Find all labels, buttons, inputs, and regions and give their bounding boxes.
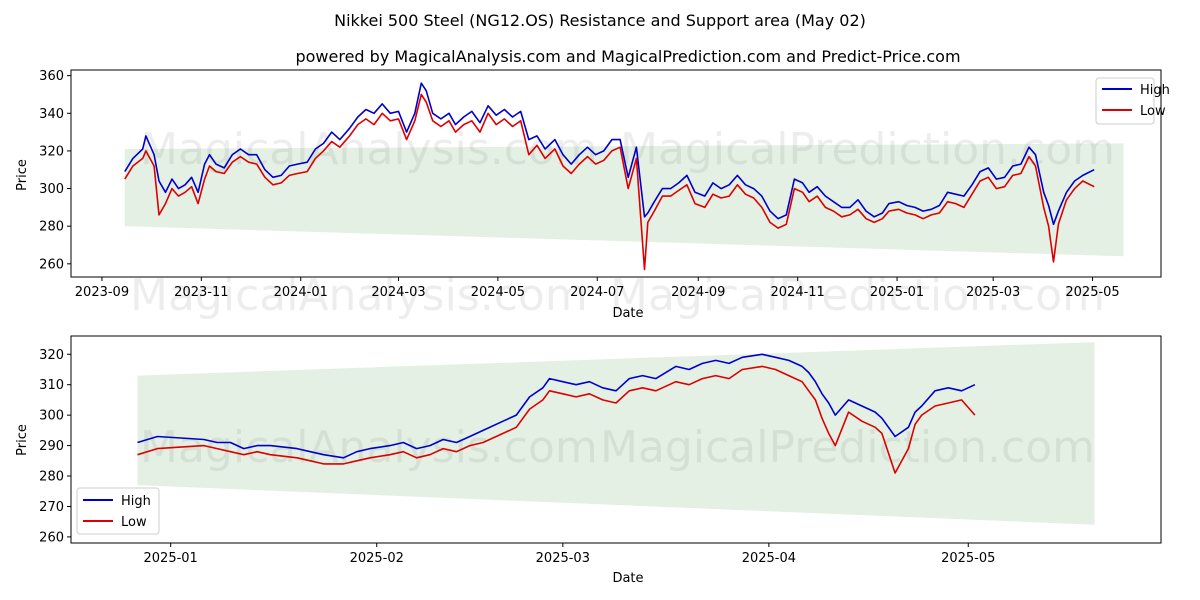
top-series-high-line	[124, 82, 1095, 226]
bottom-x-tick-label: 2025-01	[144, 551, 198, 566]
top-y-tick-label: 360	[39, 69, 64, 84]
top-legend: High Low	[1095, 77, 1170, 125]
bottom-x-tick-label: 2025-03	[536, 551, 590, 566]
top-x-tick-label: 2024-05	[471, 285, 525, 300]
top-y-tick-label: 280	[39, 220, 64, 235]
bottom-y-tick-label: 280	[39, 470, 64, 485]
bottom-y-ticks: 260 270 280 290 300 310 320	[39, 348, 71, 545]
bottom-panel: MagicalAnalysis.com MagicalPrediction.co…	[15, 335, 1162, 586]
bottom-x-axis-label: Date	[612, 571, 643, 586]
top-x-tick-label: 2024-11	[771, 285, 825, 300]
top-y-axis-label: Price	[15, 159, 30, 191]
chart-title: Nikkei 500 Steel (NG12.OS) Resistance an…	[334, 11, 866, 30]
bottom-resistance-support-band	[137, 342, 1095, 525]
top-plot-frame	[70, 69, 1162, 278]
top-x-tick-label: 2025-01	[870, 285, 924, 300]
chart-subtitle: powered by MagicalAnalysis.com and Magic…	[295, 47, 960, 66]
watermark-top-3: MagicalAnalysis.com	[130, 270, 588, 321]
bottom-y-tick-label: 260	[39, 530, 64, 545]
bottom-y-tick-label: 300	[39, 409, 64, 424]
bottom-legend-low-label: Low	[121, 515, 147, 530]
top-series	[124, 82, 1095, 271]
top-y-tick-label: 300	[39, 182, 64, 197]
bottom-y-axis-label: Price	[15, 424, 30, 456]
watermark-top-1: MagicalAnalysis.com	[140, 124, 598, 175]
top-y-tick-label: 340	[39, 107, 64, 122]
bottom-legend-high-label: High	[121, 494, 151, 509]
top-x-tick-label: 2025-03	[966, 285, 1020, 300]
top-x-tick-label: 2024-09	[671, 285, 725, 300]
watermark-bottom-1: MagicalAnalysis.com	[140, 422, 598, 473]
bottom-series-high-line	[137, 353, 976, 459]
top-x-tick-label: 2024-01	[274, 285, 328, 300]
top-x-tick-label: 2023-11	[174, 285, 228, 300]
bottom-y-tick-label: 310	[39, 378, 64, 393]
bottom-y-tick-label: 320	[39, 348, 64, 363]
watermark-bottom-2: MagicalPrediction.com	[600, 422, 1095, 473]
bottom-y-tick-label: 290	[39, 439, 64, 454]
top-panel: MagicalAnalysis.com MagicalPrediction.co…	[15, 69, 1170, 321]
bottom-series	[137, 353, 976, 474]
top-x-tick-label: 2024-07	[570, 285, 624, 300]
bottom-band-area	[137, 342, 1095, 525]
watermark-top-4: MagicalPrediction.com	[610, 270, 1105, 321]
bottom-y-tick-label: 270	[39, 500, 64, 515]
top-y-tick-label: 320	[39, 144, 64, 159]
bottom-series-low-line	[137, 365, 976, 474]
top-x-ticks: 2023-09 2023-11 2024-01 2024-03 2024-05 2024-…	[75, 277, 1120, 300]
top-legend-high-label: High	[1140, 83, 1170, 98]
top-resistance-support-band	[124, 143, 1124, 257]
top-x-tick-label: 2025-05	[1065, 285, 1119, 300]
top-band-area	[124, 143, 1124, 257]
top-y-ticks: 260 280 300 320 340 360	[39, 69, 71, 272]
bottom-x-tick-label: 2025-04	[742, 551, 796, 566]
top-y-tick-label: 260	[39, 257, 64, 272]
top-x-tick-label: 2024-03	[371, 285, 425, 300]
top-x-axis-label: Date	[612, 306, 643, 321]
top-x-tick-label: 2023-09	[75, 285, 129, 300]
top-legend-low-label: Low	[1140, 104, 1166, 119]
bottom-legend: High Low	[76, 487, 160, 535]
bottom-x-tick-label: 2025-05	[941, 551, 995, 566]
top-series-low-line	[124, 93, 1095, 271]
watermark-top-2: MagicalPrediction.com	[620, 124, 1115, 175]
bottom-x-tick-label: 2025-02	[350, 551, 404, 566]
bottom-plot-frame	[70, 335, 1162, 544]
bottom-x-ticks: 2025-01 2025-02 2025-03 2025-04 2025-05	[144, 543, 995, 566]
